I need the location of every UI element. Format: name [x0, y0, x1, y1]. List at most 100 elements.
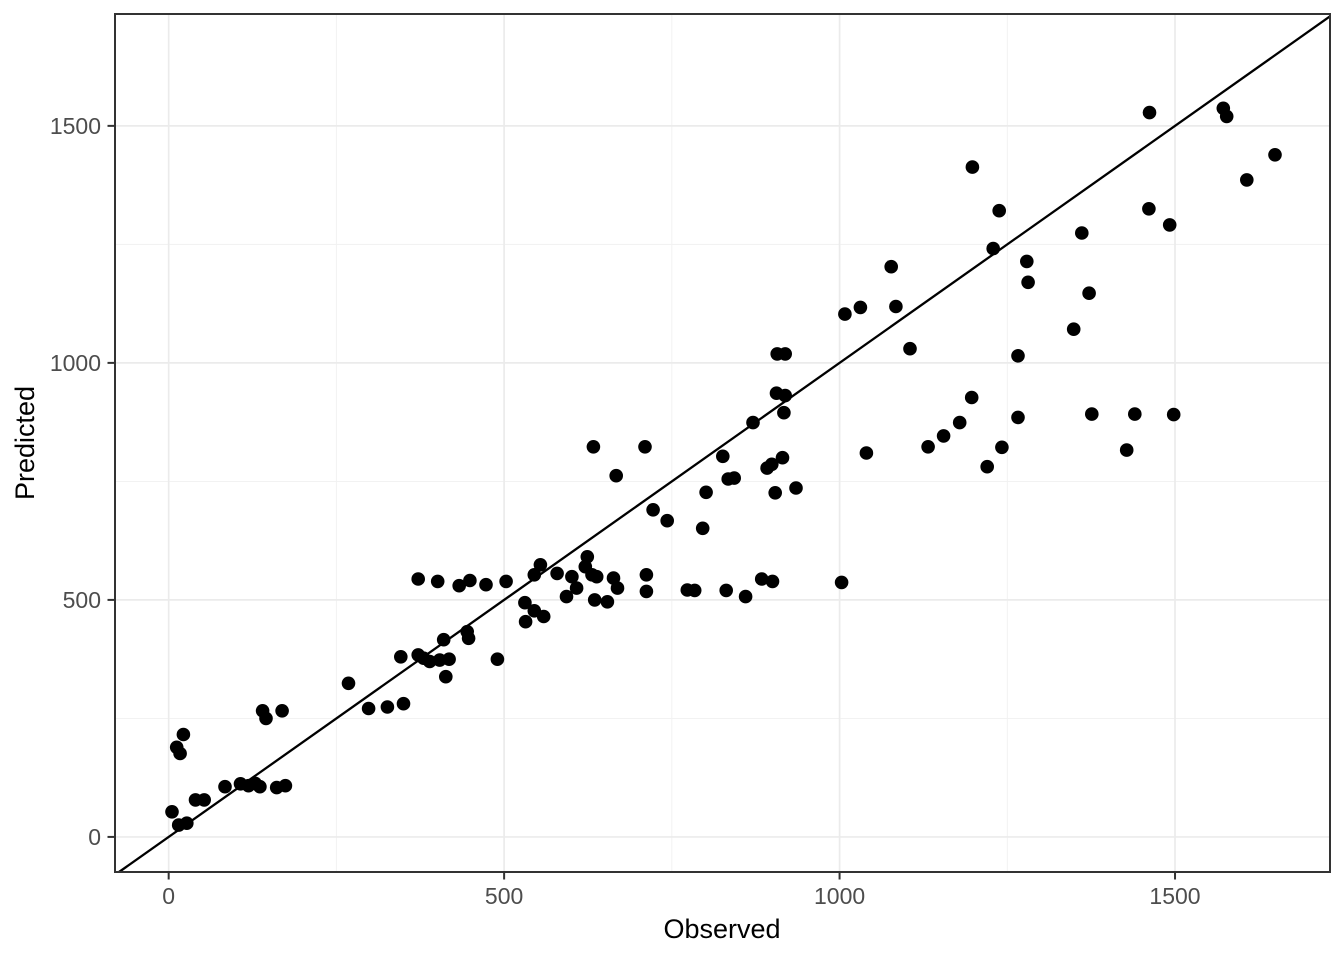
- data-point: [646, 503, 660, 517]
- panel-border: [114, 13, 1331, 873]
- data-point: [533, 558, 548, 572]
- data-point: [660, 513, 674, 528]
- x-axis-title: Observed: [663, 914, 780, 944]
- x-tick-label: 0: [162, 883, 175, 909]
- data-point: [1142, 105, 1157, 120]
- data-point: [430, 574, 445, 589]
- data-point: [765, 574, 780, 589]
- data-point: [859, 446, 874, 460]
- data-point: [559, 589, 574, 604]
- data-point: [180, 816, 194, 830]
- data-point: [1268, 148, 1282, 162]
- data-point: [1128, 407, 1142, 421]
- data-point: [1142, 202, 1156, 216]
- y-tick-label: 500: [63, 587, 101, 613]
- data-point: [452, 578, 467, 593]
- data-point: [834, 575, 849, 590]
- data-point: [490, 652, 505, 666]
- data-point: [1119, 443, 1134, 457]
- data-point: [903, 341, 917, 356]
- data-point: [587, 593, 602, 607]
- data-point: [610, 581, 625, 595]
- data-point: [921, 440, 935, 454]
- axis-tick-labels: 0 500 1000 1500 0 500 1000 1500: [50, 113, 1201, 909]
- data-point: [1011, 349, 1025, 363]
- data-point: [889, 299, 903, 314]
- data-point: [527, 568, 542, 582]
- data-point: [396, 696, 411, 711]
- data-point: [638, 440, 652, 454]
- data-point: [341, 676, 356, 691]
- data-point: [695, 521, 710, 536]
- data-point: [1240, 173, 1254, 187]
- data-point: [1011, 410, 1025, 425]
- data-point: [1219, 109, 1234, 124]
- data-point: [754, 572, 769, 586]
- data-point: [461, 631, 476, 646]
- x-tick-label: 500: [485, 883, 523, 909]
- data-point: [639, 568, 654, 582]
- identity-line-segment: [118, 15, 1331, 873]
- y-axis-title: Predicted: [10, 386, 40, 500]
- data-point: [853, 300, 868, 315]
- data-point: [536, 609, 551, 624]
- data-point: [1082, 286, 1096, 301]
- plot-panel: [115, 14, 1330, 872]
- data-point: [980, 459, 994, 474]
- data-point: [589, 569, 604, 584]
- data-point: [253, 779, 267, 794]
- data-point: [580, 550, 595, 564]
- data-point: [569, 581, 584, 595]
- x-tick-label: 1000: [814, 883, 865, 909]
- data-point: [218, 779, 232, 794]
- data-point: [422, 654, 437, 669]
- data-point: [463, 573, 477, 588]
- data-point: [778, 347, 792, 361]
- data-point: [275, 704, 289, 718]
- data-point: [995, 440, 1009, 455]
- data-point: [518, 595, 532, 610]
- data-point: [1085, 407, 1099, 421]
- data-point: [479, 577, 493, 592]
- data-point: [768, 486, 782, 500]
- data-point: [964, 390, 979, 405]
- data-point: [361, 701, 376, 716]
- axis-tick-marks: [107, 124, 1177, 880]
- major-gridlines: [115, 14, 1330, 872]
- data-point: [165, 805, 179, 819]
- data-point: [965, 160, 980, 174]
- data-point: [775, 450, 790, 465]
- data-point: [992, 203, 1006, 218]
- data-point: [550, 566, 564, 581]
- data-point: [518, 614, 533, 629]
- data-point: [639, 584, 654, 599]
- data-point: [746, 415, 760, 430]
- data-point: [1166, 407, 1181, 422]
- data-point: [936, 429, 951, 443]
- data-point: [777, 405, 791, 420]
- data-point: [1066, 322, 1081, 337]
- data-point: [173, 746, 187, 761]
- data-point: [778, 388, 792, 403]
- data-point: [380, 700, 395, 714]
- data-point: [394, 650, 408, 664]
- data-point: [687, 583, 702, 598]
- data-point: [609, 468, 623, 483]
- data-point: [586, 440, 601, 454]
- x-tick-label: 1500: [1149, 883, 1200, 909]
- data-point: [789, 481, 803, 495]
- data-point: [600, 595, 615, 609]
- data-point: [411, 572, 426, 586]
- y-tick-label: 0: [88, 824, 101, 850]
- data-points: [165, 101, 1282, 832]
- data-point: [197, 793, 211, 807]
- data-point: [719, 583, 733, 598]
- data-point: [1021, 275, 1035, 290]
- data-point: [838, 307, 852, 321]
- data-point: [952, 415, 967, 430]
- data-point: [716, 449, 730, 464]
- data-point: [436, 632, 451, 647]
- data-point: [565, 569, 579, 584]
